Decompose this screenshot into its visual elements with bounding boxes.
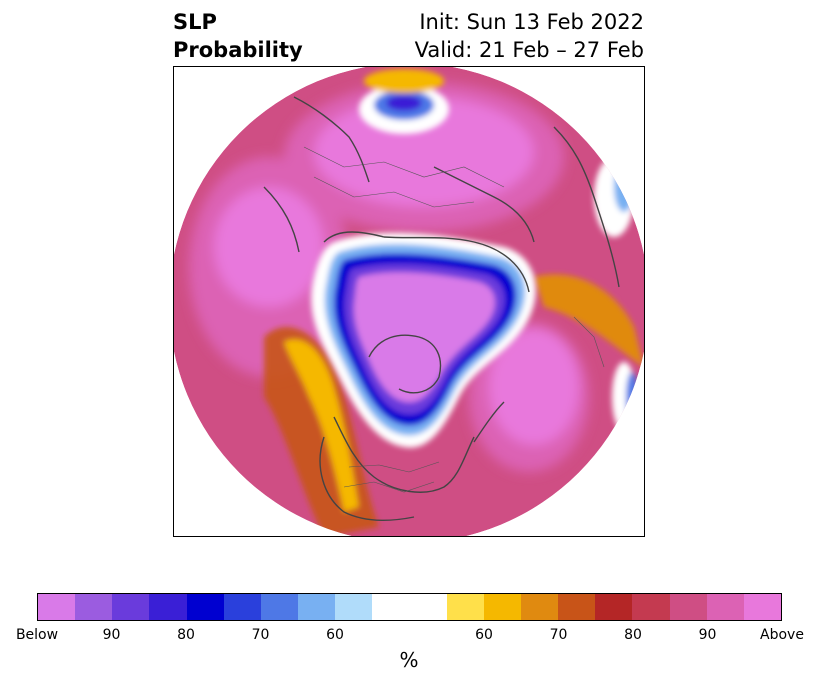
init-date: Init: Sun 13 Feb 2022 bbox=[419, 10, 644, 34]
borders bbox=[303, 146, 605, 493]
title-type: Probability bbox=[173, 38, 303, 62]
colorbar-segment bbox=[372, 594, 447, 620]
title-left: SLP Probability bbox=[173, 8, 303, 64]
colorbar-segment bbox=[483, 594, 522, 620]
colorbar-segment bbox=[743, 594, 782, 620]
below-spot-north-core bbox=[386, 95, 422, 111]
above-core-southeast-inner bbox=[489, 329, 579, 445]
transition-band-east bbox=[534, 274, 644, 367]
colorbar-segment bbox=[446, 594, 484, 620]
colorbar-segment bbox=[632, 594, 670, 620]
title-right: Init: Sun 13 Feb 2022 Valid: 21 Feb – 27… bbox=[415, 8, 644, 64]
colorbar-tick-label: 90 bbox=[698, 627, 717, 643]
colorbar-segment bbox=[223, 594, 261, 620]
colorbar-tick-label: 90 bbox=[102, 627, 121, 643]
colorbar-segment bbox=[521, 594, 559, 620]
colorbar-segment bbox=[706, 594, 744, 620]
title-variable: SLP bbox=[173, 10, 217, 34]
colorbar-tick-label: 80 bbox=[177, 627, 195, 643]
colorbar-tick-label: 60 bbox=[475, 627, 493, 643]
colorbar-segment bbox=[112, 594, 150, 620]
yellow-spot-north bbox=[364, 69, 444, 93]
below-core bbox=[353, 272, 495, 403]
colorbar-segment bbox=[669, 594, 707, 620]
coastlines bbox=[263, 96, 620, 521]
transition-band-yellow bbox=[284, 339, 359, 512]
colorbar-segment bbox=[75, 594, 113, 620]
map-frame bbox=[173, 66, 645, 537]
colorbar-segment bbox=[186, 594, 224, 620]
colorbar-tick-label: 80 bbox=[624, 627, 642, 643]
colorbar-segment bbox=[335, 594, 373, 620]
colorbar-unit: % bbox=[399, 648, 419, 672]
colorbar-tick-label: 70 bbox=[251, 627, 270, 643]
polar-map bbox=[174, 67, 644, 536]
colorbar-segment bbox=[298, 594, 336, 620]
valid-range: Valid: 21 Feb – 27 Feb bbox=[414, 38, 644, 62]
colorbar-segment bbox=[595, 594, 633, 620]
colorbar-tick-label: Below bbox=[15, 627, 59, 643]
colorbar-tick-label: Above bbox=[760, 627, 804, 643]
colorbar-segment bbox=[149, 594, 187, 620]
colorbar-tick-label: 60 bbox=[326, 627, 344, 643]
colorbar-segment bbox=[38, 594, 76, 620]
colorbar-segment bbox=[260, 594, 299, 620]
colorbar-segment bbox=[558, 594, 596, 620]
colorbar bbox=[37, 593, 782, 621]
colorbar-tick-label: 70 bbox=[549, 627, 568, 643]
above-core-west-inner bbox=[214, 187, 324, 307]
